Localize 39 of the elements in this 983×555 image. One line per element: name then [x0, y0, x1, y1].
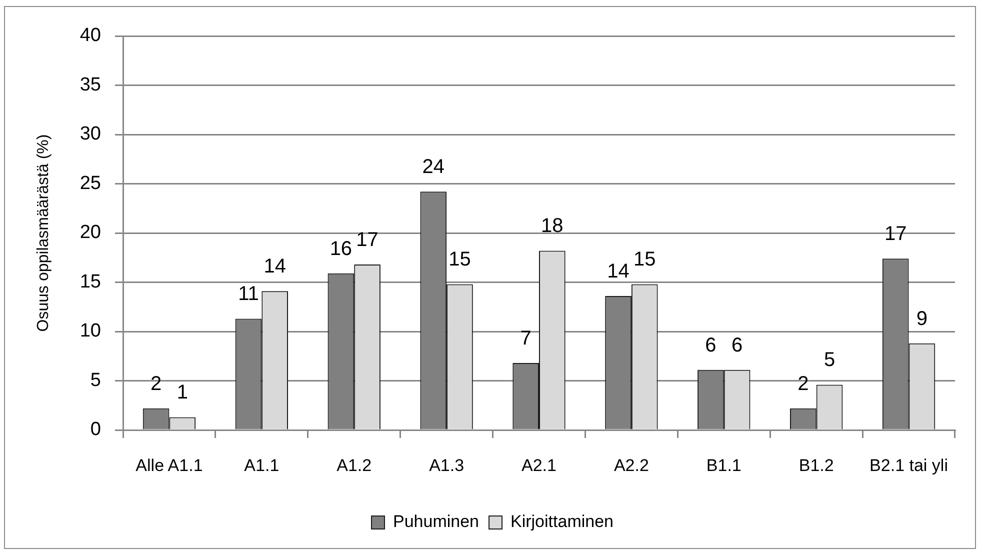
- y-tick-label: 0: [90, 419, 101, 440]
- data-label: 7: [520, 328, 532, 350]
- y-tick-label: 20: [80, 222, 101, 244]
- y-tick-label: 15: [80, 271, 101, 292]
- y-tick-label: 5: [90, 370, 101, 391]
- data-label: 6: [732, 334, 743, 356]
- data-label: 9: [916, 308, 928, 330]
- x-tick-label: A1.3: [429, 456, 464, 475]
- data-label: 11: [238, 283, 259, 306]
- y-tick-label: 25: [80, 172, 101, 194]
- x-tick-label: A1.2: [336, 456, 372, 475]
- x-tick-label: A1.1: [244, 456, 280, 475]
- data-label: 5: [824, 349, 836, 372]
- data-label: 24: [422, 156, 445, 178]
- x-tick-label: B1.2: [798, 456, 834, 475]
- data-label: 14: [607, 260, 630, 283]
- x-tick-label: B1.1: [706, 456, 742, 475]
- x-tick-label: A2.2: [614, 456, 649, 475]
- data-label: 17: [356, 229, 378, 252]
- y-tick-label: 30: [80, 124, 101, 145]
- y-tick-label: 10: [80, 320, 101, 342]
- data-label: 15: [633, 248, 656, 271]
- x-tick-label: A2.1: [522, 456, 556, 475]
- data-label: 2: [150, 372, 162, 395]
- data-label: 15: [448, 248, 471, 271]
- data-label: 14: [264, 256, 286, 278]
- data-label: 17: [884, 223, 907, 246]
- data-label: 2: [798, 372, 809, 395]
- y-axis-title: Osuus oppilasmäärästä (%): [35, 134, 52, 332]
- x-tick-label: Alle A1.1: [136, 456, 203, 475]
- legend-label: Kirjoittaminen: [510, 512, 614, 532]
- y-tick-label: 40: [80, 25, 101, 46]
- data-label: 6: [705, 334, 716, 356]
- data-label: 16: [330, 238, 352, 260]
- y-tick-label: 35: [80, 74, 101, 96]
- data-label: 1: [176, 382, 188, 404]
- legend-label: Puhuminen: [393, 512, 480, 532]
- data-label: 18: [541, 215, 564, 238]
- x-tick-label: B2.1 tai yli: [870, 456, 948, 475]
